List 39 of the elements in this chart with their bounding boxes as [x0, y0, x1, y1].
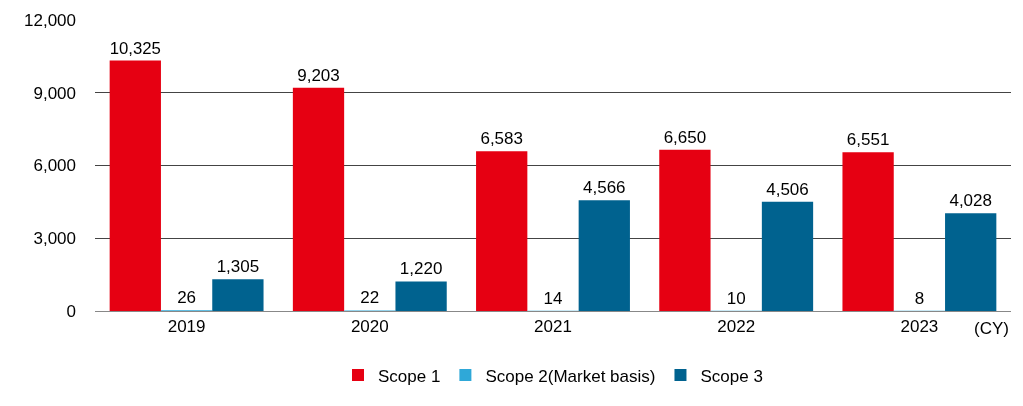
x-tick-label: 2021	[534, 317, 572, 337]
legend-label: Scope 3	[700, 366, 763, 386]
data-label: 1,220	[399, 259, 443, 279]
data-label: 6,650	[663, 127, 707, 147]
data-label: 22	[360, 288, 380, 308]
bar	[212, 279, 264, 311]
data-label: 4,506	[766, 179, 809, 199]
data-label: 1,305	[216, 257, 260, 277]
x-tick-label: 2019	[167, 317, 206, 337]
y-tick-label: 3,000	[33, 229, 76, 249]
bar	[109, 60, 161, 311]
bar	[476, 151, 528, 311]
bar	[292, 87, 345, 311]
data-label: 14	[543, 288, 563, 308]
x-tick-label: 2022	[717, 317, 756, 337]
x-tick-label: 2020	[350, 317, 389, 337]
y-tick-label: 9,000	[33, 83, 76, 103]
bar	[659, 149, 711, 311]
legend-label: Scope 2(Market basis)	[485, 366, 656, 386]
x-tick-label: 2023	[900, 317, 939, 337]
data-label: 26	[177, 288, 197, 308]
legend-label: Scope 1	[378, 366, 441, 386]
data-label: 4,566	[583, 178, 626, 198]
data-label: 4,028	[949, 191, 992, 211]
bar	[842, 152, 894, 311]
data-label: 10	[726, 288, 746, 308]
y-tick-label: 12,000	[24, 10, 76, 30]
data-label: 6,551	[846, 130, 890, 150]
data-label: 8	[914, 288, 925, 308]
data-label: 10,325	[109, 38, 161, 58]
bar	[945, 213, 997, 311]
text: (CY)	[974, 319, 1009, 338]
data-label: 9,203	[297, 65, 340, 85]
y-tick-label: 6,000	[33, 156, 76, 176]
y-tick-label: 0	[66, 301, 76, 321]
bar	[395, 281, 447, 311]
data-label: 6,583	[480, 129, 523, 149]
bar	[578, 200, 630, 311]
bar	[761, 201, 814, 311]
